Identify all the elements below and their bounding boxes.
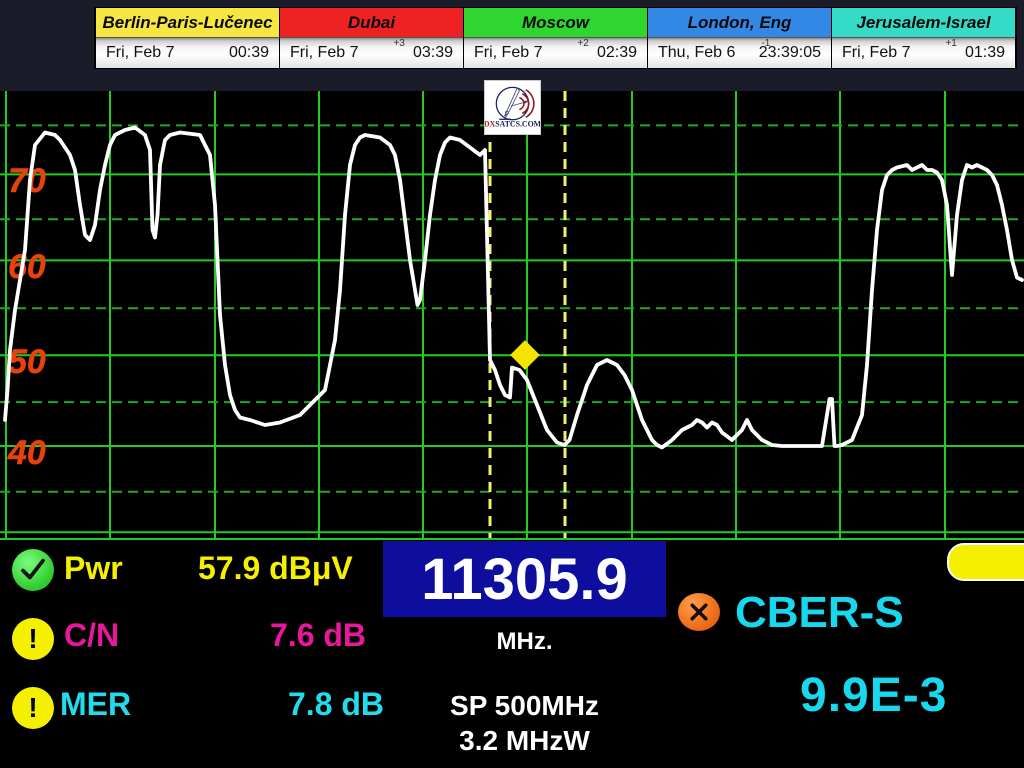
svg-text:70: 70 xyxy=(8,162,46,200)
svg-text:50: 50 xyxy=(8,343,46,381)
svg-text:60: 60 xyxy=(8,248,46,286)
svg-text:40: 40 xyxy=(7,434,46,472)
svg-text:DXSATCS.COM: DXSATCS.COM xyxy=(485,120,540,129)
